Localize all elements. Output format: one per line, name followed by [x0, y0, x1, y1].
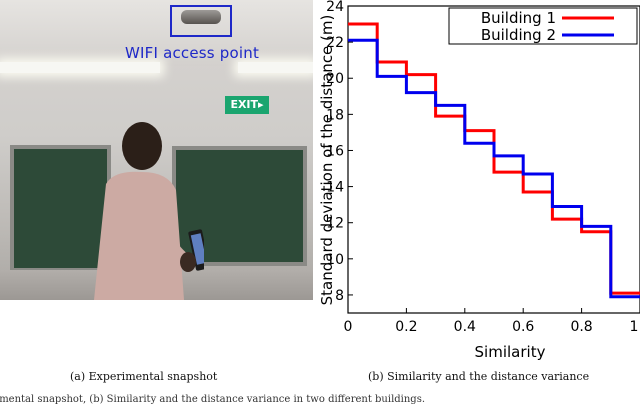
- ceiling-light: [0, 62, 160, 73]
- y-tick-label: 10: [326, 252, 344, 268]
- y-tick-label: 20: [326, 71, 344, 87]
- experimental-photo: WIFI access point EXIT▸: [0, 0, 313, 300]
- legend-box: [448, 7, 638, 45]
- access-point-highlight-box: [170, 5, 232, 37]
- y-tick-label: 24: [326, 0, 344, 15]
- x-tick-label: 0: [344, 319, 353, 335]
- person-holding-phone: [94, 122, 204, 300]
- x-tick-label: 0.8: [570, 319, 592, 335]
- y-tick-label: 16: [326, 143, 344, 159]
- exit-sign: EXIT▸: [225, 96, 269, 114]
- y-tick-label: 18: [326, 107, 344, 123]
- figure-caption: imental snapshot, (b) Similarity and the…: [0, 394, 426, 405]
- legend-label: Building 2: [481, 26, 556, 44]
- exit-arrow-icon: ▸: [258, 98, 264, 111]
- access-point-label: WIFI access point: [125, 44, 260, 62]
- y-axis-title: Standard deviation of the distance (m): [318, 15, 336, 306]
- y-tick-label: 12: [326, 216, 344, 232]
- y-tick-label: 14: [326, 180, 344, 196]
- ceiling-light: [238, 62, 313, 73]
- plot-frame: [347, 5, 640, 314]
- x-tick-label: 0.4: [454, 319, 476, 335]
- subfigure-caption-a: (a) Experimental snapshot: [70, 370, 218, 383]
- x-axis-title: Similarity: [475, 343, 546, 361]
- series-line-building-1: [348, 22, 640, 295]
- legend: Building 1 Building 2: [448, 7, 638, 45]
- similarity-distance-chart: 0 0.2 0.4 0.6 0.8 1 8 10 12 14 16 18 20 22 24 Similari…: [318, 0, 640, 362]
- legend-label: Building 1: [481, 9, 556, 27]
- x-tick-label: 0.2: [395, 319, 417, 335]
- x-tick-label: 1: [630, 319, 639, 335]
- series-line-building-2: [348, 38, 640, 299]
- exit-sign-text: EXIT: [230, 98, 259, 111]
- y-tick-label: 22: [326, 35, 344, 51]
- subfigure-caption-b: (b) Similarity and the distance variance: [368, 370, 590, 383]
- y-tick-label: 8: [335, 288, 344, 304]
- x-tick-label: 0.6: [512, 319, 534, 335]
- ceiling: [0, 0, 313, 66]
- wifi-access-point-device: [181, 10, 221, 24]
